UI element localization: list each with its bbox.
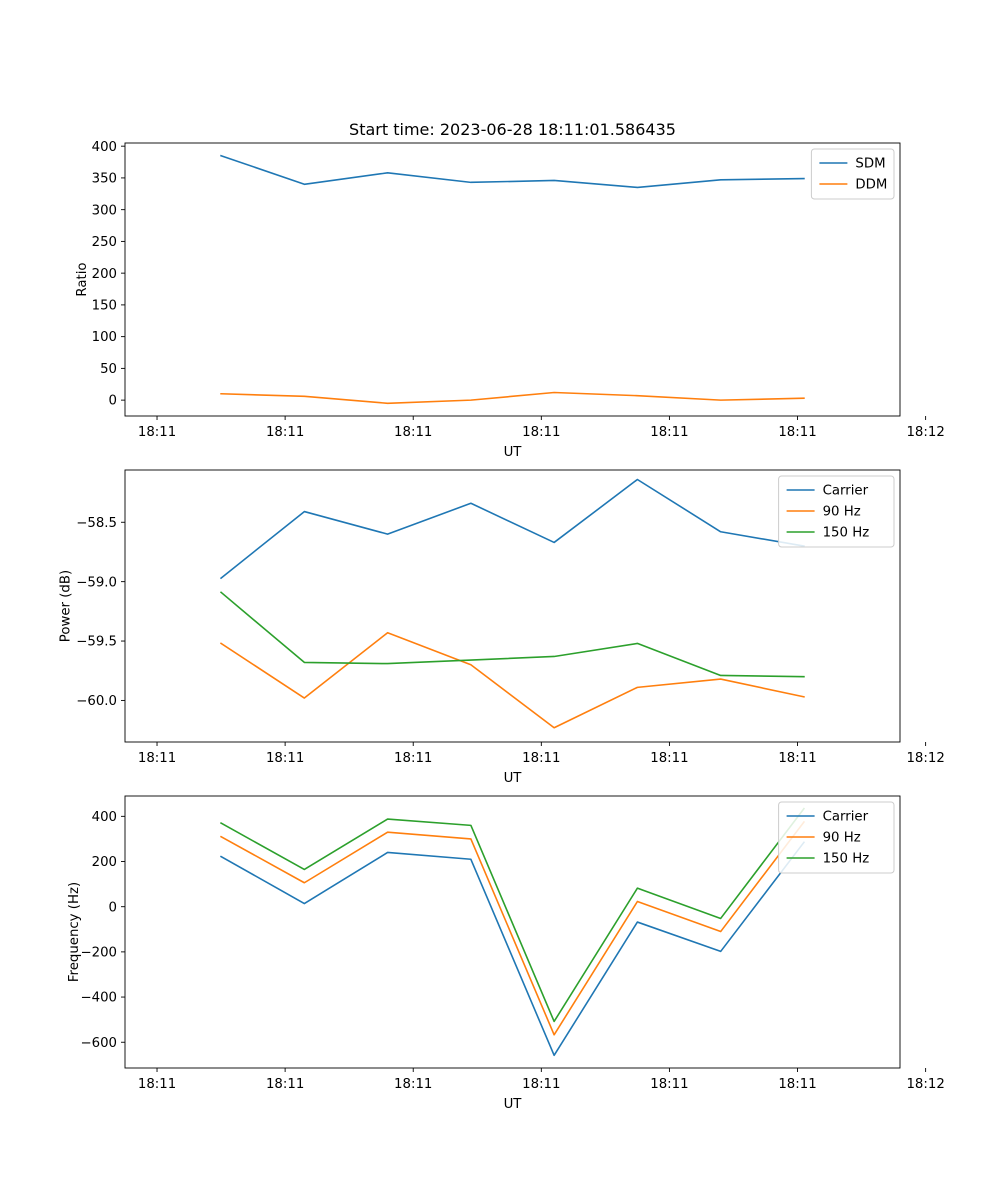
legend-box	[778, 475, 895, 548]
x-tick-label: 18:11	[650, 425, 688, 440]
legend-entry: Carrier	[823, 810, 869, 825]
series-line-150-hz	[219, 807, 806, 1023]
chart-panel-3: 18:11 18:11 18:11 18:11 18:11 18:11 18:12 −600 −…	[67, 795, 945, 1112]
y-tick-label: 0	[109, 900, 117, 915]
x-tick-label: 18:11	[394, 751, 432, 766]
axes-frame	[124, 142, 901, 417]
x-tick-label: 18:11	[778, 751, 816, 766]
y-tick-label: −59.0	[76, 575, 117, 590]
series-line-ddm	[220, 391, 805, 405]
x-tick-label: 18:11	[778, 425, 816, 440]
x-tick-label: 18:11	[650, 1077, 688, 1092]
y-tick-label: 0	[109, 394, 117, 409]
x-axis-label: UT	[504, 1097, 523, 1112]
x-tick-label: 18:11	[522, 1077, 560, 1092]
y-tick-label: 200	[92, 855, 117, 870]
y-axis-label: Ratio	[75, 262, 90, 296]
x-tick-label: 18:11	[138, 751, 176, 766]
y-tick-label: 200	[92, 267, 117, 282]
y-tick-label: −60.0	[76, 694, 117, 709]
y-tick-label: −200	[80, 945, 117, 960]
legend-entry: 90 Hz	[823, 831, 861, 846]
legend-entry: 150 Hz	[823, 526, 870, 541]
legend-entry: 150 Hz	[823, 852, 870, 867]
legend-entry: 90 Hz	[823, 505, 861, 520]
axes-frame	[124, 469, 901, 743]
y-tick-label: 100	[92, 330, 117, 345]
series-line-sdm	[220, 154, 805, 189]
x-tick-label: 18:11	[394, 1077, 432, 1092]
x-tick-label: 18:11	[650, 751, 688, 766]
chart-panel-2: 18:11 18:11 18:11 18:11 18:11 18:11 18:12 −60.0…	[59, 469, 945, 786]
x-tick-label: 18:11	[394, 425, 432, 440]
y-tick-label: 350	[92, 172, 117, 187]
chart-panel-1: Start time: 2023-06-28 18:11:01.586435 18…	[75, 120, 945, 460]
x-tick-label: 18:12	[906, 1077, 944, 1092]
legend-entry: SDM	[855, 157, 885, 172]
legend-entry: Carrier	[823, 484, 869, 499]
legend: Carrier 90 Hz 150 Hz	[778, 475, 895, 548]
x-tick-label: 18:11	[778, 1077, 816, 1092]
y-tick-label: 300	[92, 203, 117, 218]
series-line-150-hz	[219, 591, 805, 678]
chart-title: Start time: 2023-06-28 18:11:01.586435	[349, 120, 676, 139]
legend-box	[778, 801, 895, 874]
y-tick-label: 50	[100, 362, 117, 377]
series-line-carrier	[219, 841, 806, 1057]
y-tick-label: −58.5	[76, 516, 117, 531]
x-axis-label: UT	[504, 445, 523, 460]
y-axis-label: Frequency (Hz)	[67, 882, 82, 982]
x-tick-label: 18:12	[906, 425, 944, 440]
y-tick-label: −59.5	[76, 635, 117, 650]
x-tick-label: 18:11	[138, 425, 176, 440]
x-tick-label: 18:11	[266, 1077, 304, 1092]
series-line-90-hz	[219, 820, 806, 1036]
y-axis-label: Power (dB)	[59, 570, 74, 642]
x-tick-label: 18:11	[522, 751, 560, 766]
legend-box	[810, 148, 895, 200]
y-tick-label: 400	[92, 810, 117, 825]
y-tick-label: −400	[80, 991, 117, 1006]
legend-entry: DDM	[855, 178, 887, 193]
axes-frame	[124, 795, 901, 1069]
y-tick-label: 150	[92, 298, 117, 313]
x-tick-label: 18:11	[266, 751, 304, 766]
x-tick-label: 18:11	[138, 1077, 176, 1092]
legend: SDM DDM	[810, 148, 895, 200]
y-tick-label: −600	[80, 1036, 117, 1051]
x-tick-label: 18:11	[522, 425, 560, 440]
series-line-90-hz	[219, 631, 805, 729]
series-line-carrier	[219, 478, 805, 580]
x-tick-label: 18:11	[266, 425, 304, 440]
legend: Carrier 90 Hz 150 Hz	[778, 801, 895, 874]
y-tick-label: 400	[92, 140, 117, 155]
x-axis-label: UT	[504, 771, 523, 786]
y-tick-label: 250	[92, 235, 117, 250]
x-tick-label: 18:12	[906, 751, 944, 766]
